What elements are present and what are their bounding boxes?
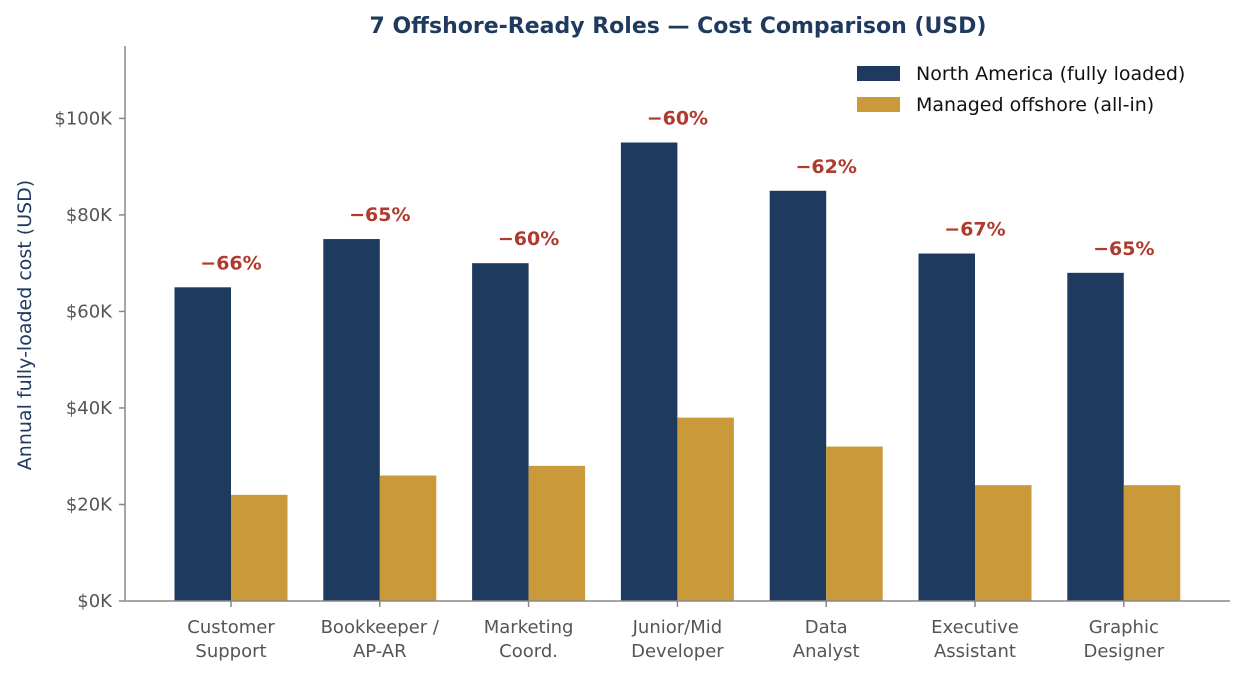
y-axis: $0K $20K $40K $60K $80K $100K <box>54 46 126 612</box>
legend-swatch-0 <box>857 66 900 81</box>
bar-offshore-1 <box>379 475 437 601</box>
bar-offshore-0 <box>231 494 288 601</box>
savings-label-1: −65% <box>349 204 410 226</box>
legend-swatch-1 <box>857 97 900 112</box>
x-tick-label-4: Data Analyst <box>793 617 860 662</box>
y-tick-label: $80K <box>66 205 113 226</box>
y-tick-label: $60K <box>66 301 113 322</box>
bar-offshore-5 <box>975 485 1032 601</box>
savings-label-2: −60% <box>498 228 559 250</box>
bar-north-america-1 <box>323 239 380 602</box>
bar-north-america-4 <box>769 190 827 602</box>
bar-offshore-3 <box>677 417 734 601</box>
x-tick-label-5: Executive Assistant <box>931 617 1019 662</box>
legend-label-0: North America (fully loaded) <box>916 63 1185 85</box>
y-tick-label: $0K <box>77 591 113 612</box>
bar-north-america-2 <box>472 263 529 601</box>
x-tick-label-0: Customer Support <box>187 617 275 662</box>
y-tick-label: $20K <box>66 494 113 515</box>
x-tick-label-3: Junior/Mid Developer <box>631 617 724 662</box>
x-tick-label-1: Bookkeeper / AP-AR <box>321 617 440 662</box>
bar-north-america-5 <box>918 253 975 602</box>
bar-north-america-3 <box>620 142 678 602</box>
savings-label-5: −67% <box>944 219 1005 241</box>
bar-offshore-6 <box>1123 485 1181 601</box>
legend: North America (fully loaded) Managed offs… <box>857 63 1185 116</box>
legend-label-1: Managed offshore (all-in) <box>916 94 1154 116</box>
savings-label-4: −62% <box>795 156 856 178</box>
savings-label-3: −60% <box>647 108 708 130</box>
savings-label-6: −65% <box>1093 238 1154 260</box>
bar-offshore-2 <box>528 465 586 601</box>
bar-north-america-0 <box>174 287 231 601</box>
x-axis: Customer Support Bookkeeper / AP-AR Marketin… <box>125 600 1230 662</box>
bar-north-america-6 <box>1067 272 1124 601</box>
chart-title: 7 Offshore-Ready Roles — Cost Comparison… <box>370 14 987 39</box>
x-tick-label-6: Graphic Designer <box>1083 617 1164 662</box>
y-tick-label: $100K <box>54 108 113 129</box>
bars-group <box>174 142 1181 602</box>
x-tick-label-2: Marketing Coord. <box>484 617 574 662</box>
savings-label-0: −66% <box>200 252 261 274</box>
annotations-group: −66% −65% −60% −60% −62% −67% −65% <box>200 108 1154 275</box>
y-tick-label: $40K <box>66 398 113 419</box>
bar-offshore-4 <box>826 446 883 601</box>
y-axis-label: Annual fully-loaded cost (USD) <box>14 180 36 470</box>
